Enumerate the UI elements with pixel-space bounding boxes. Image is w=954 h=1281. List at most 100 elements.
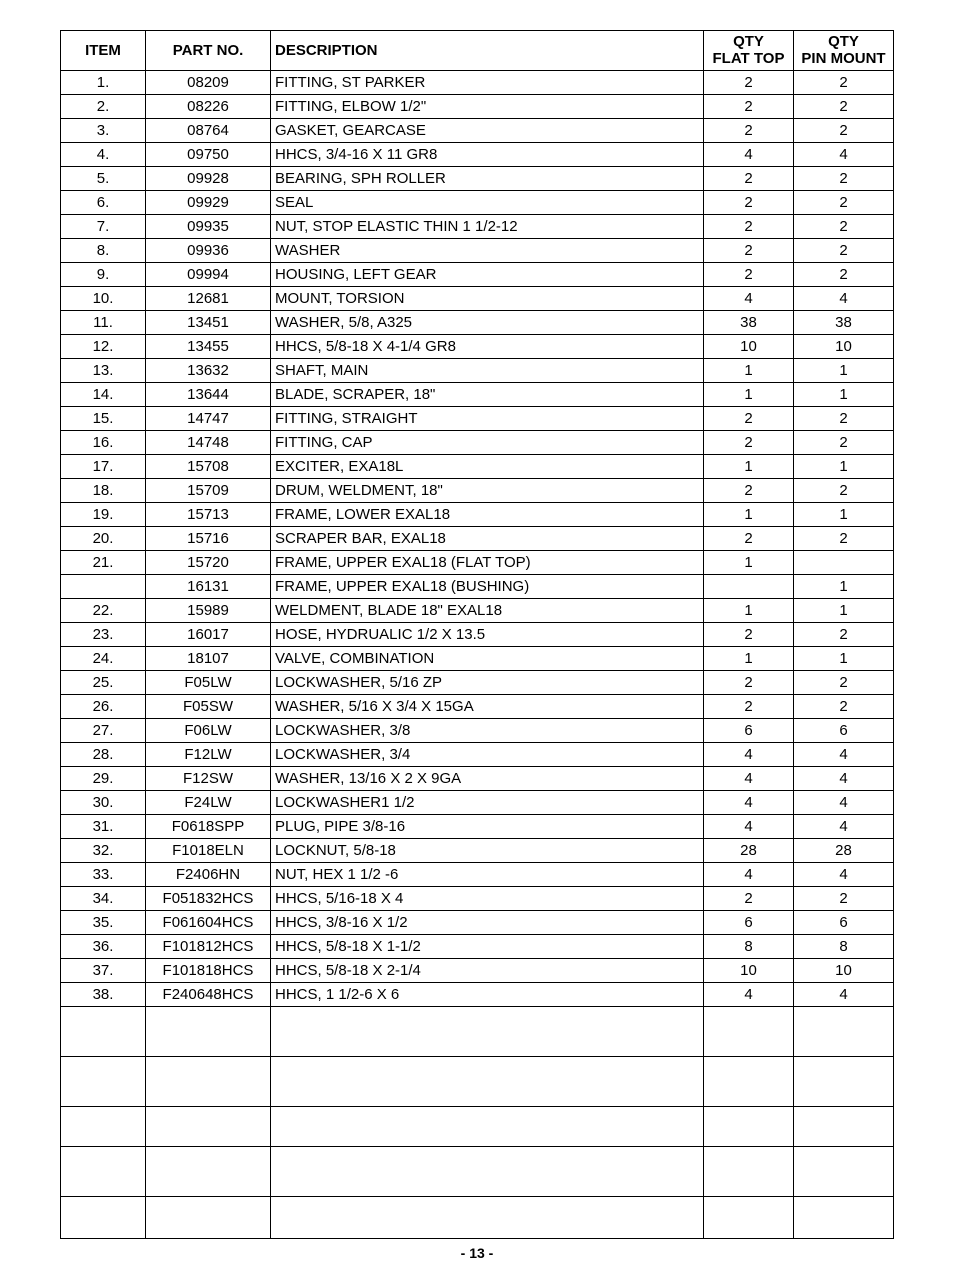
cell-item: 14. xyxy=(61,383,146,407)
table-row: 9.09994HOUSING, LEFT GEAR22 xyxy=(61,263,894,287)
table-row: 31.F0618SPPPLUG, PIPE 3/8-1644 xyxy=(61,815,894,839)
table-row: 20.15716SCRAPER BAR, EXAL1822 xyxy=(61,527,894,551)
cell-part: 18107 xyxy=(146,647,271,671)
table-row: 4.09750HHCS, 3/4-16 X 11 GR844 xyxy=(61,143,894,167)
parts-table: ITEM PART NO. DESCRIPTION QTY FLAT TOP Q… xyxy=(60,30,894,1239)
cell-qty-flat-top: 2 xyxy=(704,887,794,911)
cell-qty-flat-top: 4 xyxy=(704,863,794,887)
cell-qty-flat-top: 1 xyxy=(704,455,794,479)
cell-desc: WASHER xyxy=(271,239,704,263)
cell-qty-pin-mount: 2 xyxy=(794,407,894,431)
table-row: 16131FRAME, UPPER EXAL18 (BUSHING)1 xyxy=(61,575,894,599)
col-qty2-bot: PIN MOUNT xyxy=(801,50,885,67)
table-row: 1.08209FITTING, ST PARKER22 xyxy=(61,71,894,95)
cell-qty-flat-top: 4 xyxy=(704,287,794,311)
cell-desc: FITTING, STRAIGHT xyxy=(271,407,704,431)
cell-qty-flat-top: 2 xyxy=(704,695,794,719)
cell-empty xyxy=(61,1007,146,1057)
table-row: 22.15989WELDMENT, BLADE 18" EXAL1811 xyxy=(61,599,894,623)
cell-empty xyxy=(271,1007,704,1057)
table-row: 6.09929SEAL22 xyxy=(61,191,894,215)
cell-item: 20. xyxy=(61,527,146,551)
cell-part: F06LW xyxy=(146,719,271,743)
cell-qty-pin-mount: 4 xyxy=(794,287,894,311)
table-row-empty xyxy=(61,1147,894,1197)
cell-qty-pin-mount: 6 xyxy=(794,911,894,935)
cell-qty-flat-top: 2 xyxy=(704,527,794,551)
cell-qty-flat-top: 2 xyxy=(704,671,794,695)
cell-desc: HHCS, 5/8-18 X 2-1/4 xyxy=(271,959,704,983)
cell-part: 09994 xyxy=(146,263,271,287)
cell-part: 09935 xyxy=(146,215,271,239)
cell-part: 14747 xyxy=(146,407,271,431)
table-row: 30.F24LWLOCKWASHER1 1/244 xyxy=(61,791,894,815)
cell-qty-pin-mount: 2 xyxy=(794,527,894,551)
cell-desc: SEAL xyxy=(271,191,704,215)
cell-qty-flat-top: 2 xyxy=(704,71,794,95)
cell-empty xyxy=(146,1007,271,1057)
table-row: 26.F05SWWASHER, 5/16 X 3/4 X 15GA22 xyxy=(61,695,894,719)
cell-item: 33. xyxy=(61,863,146,887)
cell-qty-flat-top: 2 xyxy=(704,431,794,455)
cell-qty-flat-top: 1 xyxy=(704,599,794,623)
cell-qty-flat-top: 4 xyxy=(704,983,794,1007)
col-qty1-top: QTY xyxy=(733,33,764,50)
cell-item: 27. xyxy=(61,719,146,743)
cell-qty-flat-top: 1 xyxy=(704,647,794,671)
cell-part: 15716 xyxy=(146,527,271,551)
table-row: 36.F101812HCSHHCS, 5/8-18 X 1-1/288 xyxy=(61,935,894,959)
cell-qty-flat-top: 2 xyxy=(704,95,794,119)
cell-part: 13455 xyxy=(146,335,271,359)
table-row: 12.13455HHCS, 5/8-18 X 4-1/4 GR81010 xyxy=(61,335,894,359)
cell-desc: FRAME, UPPER EXAL18 (FLAT TOP) xyxy=(271,551,704,575)
cell-qty-flat-top: 1 xyxy=(704,551,794,575)
cell-empty xyxy=(146,1147,271,1197)
cell-qty-pin-mount: 4 xyxy=(794,983,894,1007)
cell-desc: HOUSING, LEFT GEAR xyxy=(271,263,704,287)
cell-qty-pin-mount: 2 xyxy=(794,239,894,263)
cell-part: 15989 xyxy=(146,599,271,623)
cell-qty-pin-mount: 2 xyxy=(794,887,894,911)
cell-desc: PLUG, PIPE 3/8-16 xyxy=(271,815,704,839)
cell-desc: WASHER, 5/16 X 3/4 X 15GA xyxy=(271,695,704,719)
col-qty1-bot: FLAT TOP xyxy=(713,50,785,67)
cell-item: 28. xyxy=(61,743,146,767)
cell-item: 15. xyxy=(61,407,146,431)
cell-desc: FRAME, LOWER EXAL18 xyxy=(271,503,704,527)
cell-qty-flat-top: 2 xyxy=(704,239,794,263)
table-row: 8.09936WASHER22 xyxy=(61,239,894,263)
cell-qty-flat-top: 2 xyxy=(704,191,794,215)
cell-qty-flat-top: 6 xyxy=(704,719,794,743)
cell-item: 37. xyxy=(61,959,146,983)
table-row: 16.14748FITTING, CAP22 xyxy=(61,431,894,455)
cell-item: 13. xyxy=(61,359,146,383)
cell-empty xyxy=(146,1107,271,1147)
cell-qty-pin-mount: 2 xyxy=(794,215,894,239)
cell-desc: LOCKWASHER, 5/16 ZP xyxy=(271,671,704,695)
col-qty2-top: QTY xyxy=(828,33,859,50)
table-row: 18.15709DRUM, WELDMENT, 18"22 xyxy=(61,479,894,503)
cell-item: 5. xyxy=(61,167,146,191)
cell-desc: BLADE, SCRAPER, 18" xyxy=(271,383,704,407)
cell-qty-flat-top: 8 xyxy=(704,935,794,959)
cell-qty-flat-top: 2 xyxy=(704,407,794,431)
cell-qty-pin-mount: 10 xyxy=(794,959,894,983)
cell-qty-flat-top: 2 xyxy=(704,119,794,143)
cell-qty-pin-mount: 4 xyxy=(794,863,894,887)
cell-item: 35. xyxy=(61,911,146,935)
cell-item: 7. xyxy=(61,215,146,239)
cell-part: F101812HCS xyxy=(146,935,271,959)
cell-desc: HHCS, 5/16-18 X 4 xyxy=(271,887,704,911)
table-row-empty xyxy=(61,1057,894,1107)
cell-empty xyxy=(61,1197,146,1239)
cell-desc: WASHER, 5/8, A325 xyxy=(271,311,704,335)
cell-qty-flat-top: 4 xyxy=(704,815,794,839)
cell-item: 38. xyxy=(61,983,146,1007)
cell-item: 9. xyxy=(61,263,146,287)
table-row: 23.16017HOSE, HYDRUALIC 1/2 X 13.522 xyxy=(61,623,894,647)
cell-qty-flat-top: 1 xyxy=(704,359,794,383)
cell-item: 10. xyxy=(61,287,146,311)
cell-item: 26. xyxy=(61,695,146,719)
cell-item: 24. xyxy=(61,647,146,671)
cell-empty xyxy=(61,1147,146,1197)
